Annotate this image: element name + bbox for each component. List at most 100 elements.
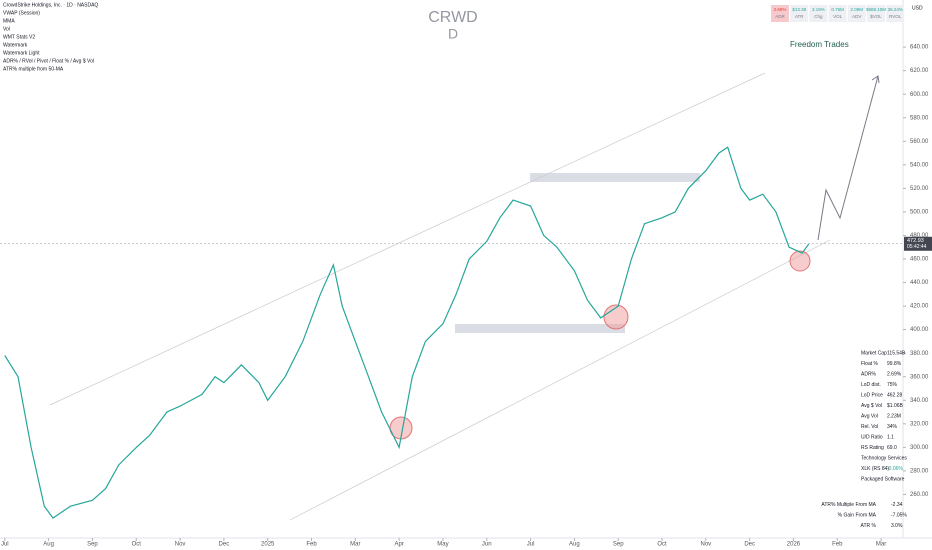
stats-value: 69.0 (887, 445, 897, 451)
stats-value: -7.05% (891, 512, 907, 518)
stats-label: RS Rating (861, 445, 884, 451)
y-tick-label: 620.00 (910, 68, 929, 74)
stat-box-label: ADV (852, 14, 861, 19)
y-tick-label: 420.00 (910, 304, 929, 310)
stat-box-value: 2.09M (851, 7, 864, 12)
x-tick-label: Dec (219, 542, 230, 548)
highlight-circle (603, 304, 629, 330)
y-tick-label: 480.00 (910, 233, 929, 239)
legend-indicator: ADR% / RVol / Pivot / Float % / Avg $ Vo… (3, 58, 94, 64)
x-tick-label: 2026 (787, 542, 801, 548)
stats-value: 115.54B (887, 350, 906, 356)
stat-box-label: RVOL (889, 14, 902, 19)
y-tick-label: 560.00 (910, 139, 929, 145)
x-tick-label: Feb (832, 542, 843, 548)
stats-label: Avg $ Vol (861, 403, 882, 409)
y-tick-label: 340.00 (910, 398, 929, 404)
stat-box-value: $988.10M (866, 7, 886, 12)
countdown: 05:42:44 (907, 244, 927, 250)
x-tick-label: Aug (569, 542, 580, 548)
x-tick-label: Jun (482, 542, 492, 548)
legend-indicator: Watermark Light (3, 50, 40, 56)
x-tick-label: Mar (876, 542, 886, 548)
stat-box-value: 36.24% (888, 7, 903, 12)
y-tick-label: 540.00 (910, 162, 929, 168)
stats-value: $1.06B (887, 403, 904, 409)
x-tick-label: Sep (87, 542, 98, 548)
stats-label: ATR% Multiple From MA (821, 502, 876, 508)
legend-series: CrowdStrike Holdings, Inc. · 1D · NASDAQ (3, 2, 98, 8)
stat-box-label: ADR (775, 14, 785, 19)
stats-value: 462.28 (887, 392, 903, 398)
highlight-circle (789, 250, 811, 272)
last-price-label: 472.93 (907, 238, 924, 244)
stats-label: U/D Ratio (861, 434, 883, 440)
y-tick-label: 600.00 (910, 92, 929, 98)
x-tick-label: Oct (657, 542, 667, 548)
legend-indicator: WMT Stats V2 (3, 34, 35, 40)
stat-box-value: 0.76M (831, 7, 844, 12)
price-line (4, 146, 810, 519)
last-price-box (904, 236, 932, 251)
y-tick-label: 460.00 (910, 257, 929, 263)
x-tick-label: May (437, 542, 448, 548)
stats-value: 2.69% (887, 371, 902, 377)
y-tick-label: 380.00 (910, 351, 929, 357)
stats-value: 1.1 (887, 434, 894, 440)
channel-line (49, 72, 766, 406)
arrow-head (871, 75, 880, 84)
resistance-zone (530, 173, 700, 182)
stat-box (828, 5, 847, 22)
y-tick-label: 400.00 (910, 327, 929, 333)
stats-label: ADR% (861, 371, 877, 377)
stat-box-value: 3.19% (812, 7, 825, 12)
stats-value: 99.8% (887, 361, 902, 367)
watermark-title: CRWD (428, 9, 477, 26)
stats-label: LoD Price (861, 392, 883, 398)
x-tick-label: Feb (306, 542, 317, 548)
stats-label: ATR % (861, 523, 877, 529)
y-tick-label: 440.00 (910, 280, 929, 286)
watermark-subtitle: D (448, 26, 458, 42)
stats-value: -2.34 (891, 502, 903, 508)
legend-indicator: MMA (3, 18, 15, 24)
stats-label: LoD dist. (861, 382, 881, 388)
x-tick-label: Sep (613, 542, 624, 548)
x-tick-label: Mar (350, 542, 360, 548)
stat-box-label: $VOL (870, 14, 882, 19)
y-tick-label: 520.00 (910, 186, 929, 192)
y-tick-label: 260.00 (910, 492, 929, 498)
x-tick-label: Jul (1, 542, 9, 548)
stat-box-label: ATR (795, 14, 804, 19)
y-tick-label: 320.00 (910, 421, 929, 427)
x-tick-label: Aug (43, 542, 54, 548)
stat-box (809, 5, 828, 22)
stats-value: 75% (887, 382, 898, 388)
currency: USD (912, 5, 923, 11)
stats-label: Technology Services (861, 455, 907, 461)
legend-indicator: Vol (3, 26, 10, 32)
legend-indicator: ATR% multiple from 50-MA (3, 66, 64, 72)
stats-label: XLK (RS 84) (861, 466, 889, 472)
x-tick-label: Nov (701, 542, 712, 548)
y-tick-label: 580.00 (910, 115, 929, 121)
stats-value: -0.06% (887, 466, 903, 472)
stat-box-label: VOL (833, 14, 843, 19)
stat-box-value: $13.38 (792, 7, 806, 12)
legend-indicator: VWAP (Session) (3, 10, 40, 16)
x-tick-label: Jul (527, 542, 535, 548)
stats-label: Rel. Vol (861, 424, 878, 430)
stat-box (790, 5, 809, 22)
stat-box-label: Chg (814, 14, 823, 19)
legend-indicator: Watermark (3, 42, 28, 48)
channel-line (289, 239, 831, 521)
x-tick-label: 2025 (261, 542, 275, 548)
x-tick-label: Dec (744, 542, 755, 548)
brand: Freedom Trades (790, 40, 849, 49)
y-tick-label: 640.00 (910, 45, 929, 51)
y-tick-label: 280.00 (910, 468, 929, 474)
x-tick-label: Apr (394, 542, 403, 548)
y-tick-label: 360.00 (910, 374, 929, 380)
